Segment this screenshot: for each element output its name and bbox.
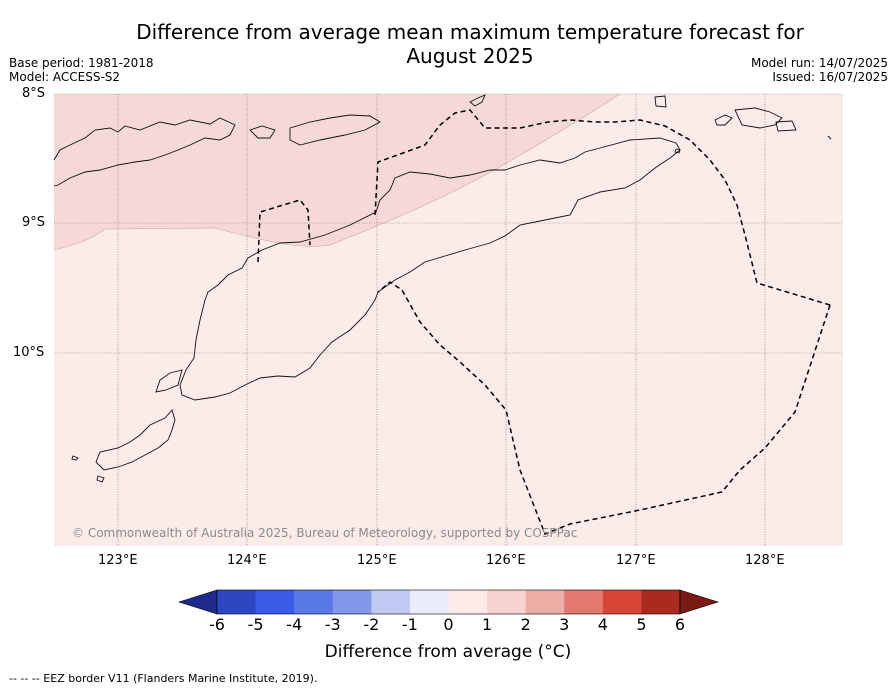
- eez-east-timor: [377, 281, 831, 535]
- colorbar-bin: [564, 590, 604, 614]
- colorbar-extend-low: [178, 589, 218, 615]
- rote-coast: [95, 409, 176, 471]
- islet-1: [96, 475, 105, 483]
- lon-label-124e: 124°E: [227, 553, 267, 568]
- meta-right: Model run: 14/07/2025 Issued: 16/07/2025: [751, 56, 888, 84]
- islet-2: [71, 455, 79, 461]
- colorbar-bin: [448, 590, 488, 614]
- lon-label-123e: 123°E: [98, 553, 138, 568]
- lon-label-126e: 126°E: [486, 553, 526, 568]
- copyright-credit: © Commonwealth of Australia 2025, Bureau…: [72, 526, 578, 540]
- timor-coast: [179, 137, 681, 401]
- title-line-1: Difference from average mean maximum tem…: [136, 20, 804, 44]
- lon-label-125e: 125°E: [357, 553, 397, 568]
- colorbar-bin: [217, 590, 257, 614]
- colorbar-tick-label: 5: [636, 615, 647, 634]
- lon-label-127e: 127°E: [616, 553, 656, 568]
- colorbar-tick-label: 3: [559, 615, 570, 634]
- atauro-coast: [674, 148, 681, 154]
- colorbar-title: Difference from average (°C): [324, 642, 572, 662]
- lat-label-8s: 8°S: [22, 86, 46, 101]
- colorbar-bin: [525, 590, 565, 614]
- colorbar-tick-label: 6: [674, 615, 686, 634]
- meta-left: Base period: 1981-2018 Model: ACCESS-S2: [9, 56, 154, 84]
- colorbar-tick-label: -6: [209, 615, 225, 634]
- map-title: Difference from average mean maximum tem…: [0, 20, 896, 68]
- adonara-coast: [249, 125, 276, 139]
- model-name: Model: ACCESS-S2: [9, 70, 121, 84]
- eez-north: [374, 109, 831, 306]
- colorbar-bin: [487, 590, 527, 614]
- lon-label-128e: 128°E: [745, 553, 785, 568]
- flores-coast: [53, 117, 236, 187]
- colorbar-tick-label: 4: [597, 615, 608, 634]
- issued-date: Issued: 16/07/2025: [772, 70, 888, 84]
- colorbar-bin: [371, 590, 411, 614]
- eez-borders: [257, 109, 831, 535]
- lembata-coast: [289, 114, 381, 146]
- colorbar-tick-label: -5: [247, 615, 264, 634]
- colorbar-tick-label: -3: [324, 615, 341, 634]
- colorbar-tick-label: -2: [363, 615, 380, 634]
- lat-label-9s: 9°S: [22, 215, 46, 230]
- colorbar-bin: [641, 590, 681, 614]
- anomaly-zone-1-2: [54, 94, 620, 250]
- islet-east: [827, 135, 832, 140]
- colorbar-tick-label: -1: [401, 615, 418, 634]
- colorbar-bin: [409, 590, 449, 614]
- model-run: Model run: 14/07/2025: [750, 56, 888, 70]
- colorbar-extend-high: [679, 589, 719, 615]
- colorbar-bin: [294, 590, 334, 614]
- zone-boundary: [53, 93, 621, 251]
- colorbar-tick-label: 1: [481, 615, 493, 634]
- title-line-2: August 2025: [406, 44, 534, 68]
- colorbar-bin: [602, 590, 642, 614]
- colorbar: [178, 589, 719, 615]
- wetar-coast: [654, 95, 667, 108]
- moa-coast: [775, 120, 797, 132]
- colorbar-tick-label: 2: [520, 615, 531, 634]
- kisar-coast: [714, 114, 733, 126]
- colorbar-bin: [332, 590, 372, 614]
- base-period: Base period: 1981-2018: [9, 56, 154, 70]
- alor-coast: [469, 94, 486, 107]
- colorbar-tick-label: 0: [443, 615, 454, 634]
- lat-label-10s: 10°S: [13, 345, 45, 360]
- colorbar-tick-label: -4: [286, 615, 303, 634]
- colorbar-bin: [255, 590, 295, 614]
- coastlines: [53, 94, 797, 483]
- eez-footnote: -- -- -- EEZ border V11 (Flanders Marine…: [9, 672, 318, 685]
- colorbar-frame: [216, 589, 681, 615]
- semau-coast: [155, 369, 183, 393]
